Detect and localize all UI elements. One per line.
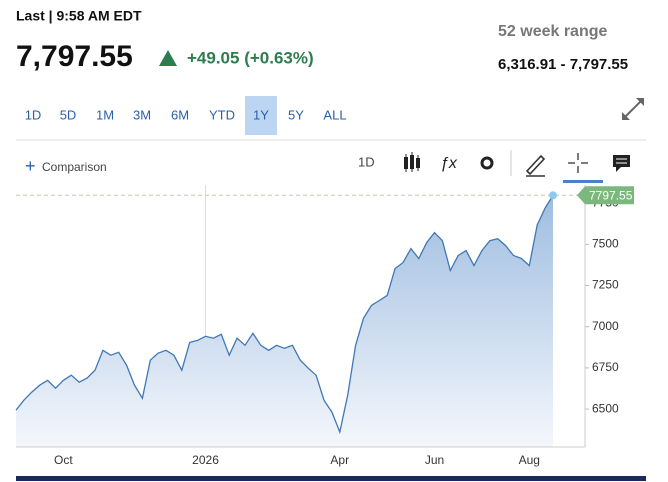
range-button[interactable]: YTD <box>209 107 235 122</box>
range-button[interactable]: 1Y <box>253 107 269 122</box>
price-tag <box>577 186 634 205</box>
y-tick-label: 6750 <box>592 360 619 374</box>
crosshair-icon[interactable] <box>568 153 588 173</box>
x-tick-label: 2026 <box>192 453 219 467</box>
range-button[interactable]: 5D <box>60 107 77 122</box>
function-icon[interactable]: ƒx <box>440 155 458 172</box>
range-value: 6,316.91 - 7,797.55 <box>498 56 628 73</box>
comparison[interactable]: Comparison <box>42 160 107 174</box>
range-button[interactable]: 1M <box>96 107 114 122</box>
draw-icon[interactable] <box>525 154 546 177</box>
range-button[interactable]: 3M <box>133 107 151 122</box>
price: 7,797.55 <box>16 40 133 73</box>
active-tool <box>563 180 603 183</box>
expand-icon[interactable] <box>622 98 644 120</box>
price-line <box>15 194 554 435</box>
interval[interactable]: 1D <box>358 154 375 169</box>
x-tick-label: Aug <box>519 453 540 467</box>
x-tick-label: Oct <box>54 453 73 467</box>
price-tag-label: 7797.55 <box>589 188 633 202</box>
y-tick-label: 7500 <box>592 236 619 250</box>
x-tick-label: Apr <box>330 453 349 467</box>
range-title: 52 week range <box>498 23 608 40</box>
y-tick-label: 6500 <box>592 401 619 415</box>
candle-icon[interactable] <box>404 152 420 172</box>
last-point <box>549 191 557 200</box>
range-button[interactable]: 6M <box>171 107 189 122</box>
y-tick-label: 7250 <box>592 278 619 292</box>
notes-icon[interactable] <box>613 155 630 172</box>
plus-icon[interactable]: + <box>25 156 36 176</box>
status: Last | 9:58 AM EDT <box>16 8 142 24</box>
bottom-bar <box>16 476 646 481</box>
range-button[interactable]: ALL <box>323 107 346 122</box>
x-tick-label: Jun <box>425 453 444 467</box>
up-arrow <box>159 50 177 66</box>
range-button[interactable]: 5Y <box>288 107 304 122</box>
settings-icon[interactable] <box>480 156 494 170</box>
area <box>16 195 553 447</box>
change: +49.05 (+0.63%) <box>187 48 314 67</box>
range-button[interactable]: 1D <box>25 107 42 122</box>
selected-range <box>245 96 277 135</box>
y-tick-label: 7000 <box>592 319 619 333</box>
